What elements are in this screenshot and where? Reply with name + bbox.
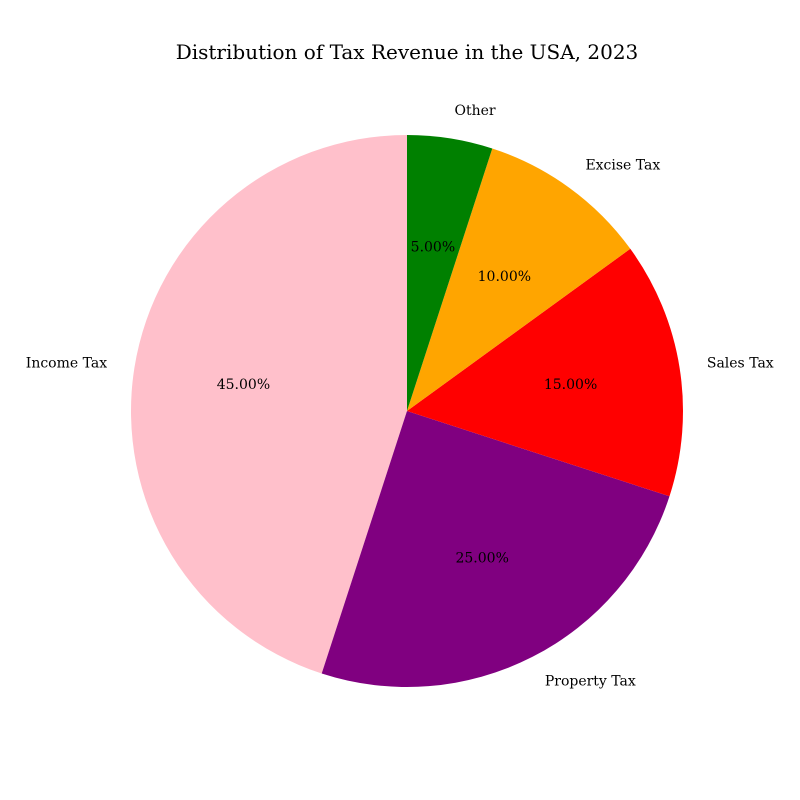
pie-slice-income-tax	[131, 135, 407, 674]
pie-labels: Income Tax 45.00% Property Tax 25.00% Sales …	[26, 103, 774, 689]
slice-percent-sales-tax: 15.00%	[544, 377, 597, 393]
slice-percent-property-tax: 25.00%	[455, 551, 508, 567]
slice-percent-income-tax: 45.00%	[217, 377, 270, 393]
slice-percent-other: 5.00%	[411, 239, 455, 255]
pie-slice-excise-tax	[407, 148, 631, 411]
pie-slice-sales-tax	[407, 248, 683, 497]
chart-title: Distribution of Tax Revenue in the USA, …	[176, 40, 639, 64]
pie-slice-property-tax	[321, 411, 670, 687]
pie-slices	[131, 135, 683, 687]
slice-label-other: Other	[454, 103, 495, 119]
slice-label-property-tax: Property Tax	[545, 674, 636, 690]
slice-label-income-tax: Income Tax	[26, 356, 107, 372]
slice-label-excise-tax: Excise Tax	[585, 157, 660, 173]
pie-slice-other	[407, 135, 493, 411]
slice-percent-excise-tax: 10.00%	[478, 269, 531, 285]
slice-label-sales-tax: Sales Tax	[707, 356, 774, 372]
